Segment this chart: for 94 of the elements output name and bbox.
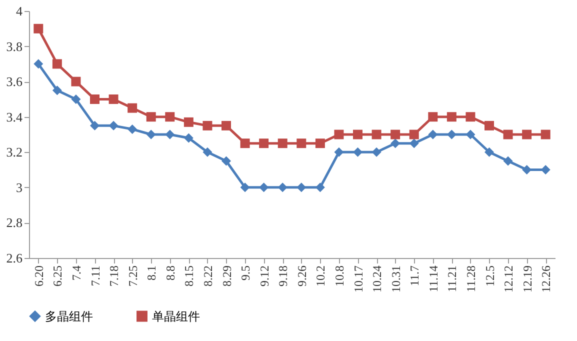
point (428, 112, 438, 122)
point (52, 86, 62, 96)
point (202, 147, 212, 157)
x-tick-label: 6.25 (50, 266, 65, 286)
x-tick-label: 7.25 (126, 266, 140, 286)
point (202, 120, 212, 130)
x-tick-label: 9.18 (276, 266, 290, 286)
x-tick-label: 12.26 (539, 266, 554, 292)
y-tick-label: 3.2 (6, 144, 22, 160)
x-tick-label: 6.20 (32, 266, 46, 286)
point (108, 120, 118, 130)
legend-label: 单晶组件 (152, 309, 200, 324)
point (390, 138, 400, 148)
x-tick-label: 9.5 (238, 266, 253, 280)
point (484, 147, 494, 157)
point (315, 138, 325, 148)
point (146, 130, 156, 140)
point (446, 130, 456, 140)
point (128, 103, 138, 113)
x-tick-label: 11.7 (408, 266, 422, 286)
y-tick-label: 2.8 (6, 215, 22, 230)
point (34, 24, 44, 34)
point (278, 182, 288, 192)
x-tick-label: 10.8 (332, 266, 346, 286)
y-tick-label: 3.4 (6, 109, 23, 124)
x-tick-label: 10.17 (351, 266, 366, 292)
point (128, 124, 138, 134)
point (503, 130, 513, 140)
x-tick-label: 8.29 (220, 266, 234, 286)
x-tick-label: 11.14 (426, 266, 440, 292)
y-tick-label: 4 (16, 4, 23, 18)
y-tick-label: 3.8 (6, 38, 22, 54)
point (522, 165, 532, 175)
point (390, 130, 400, 140)
point (315, 182, 325, 192)
point (240, 182, 250, 192)
x-tick-label: 10.31 (388, 266, 403, 292)
point (146, 112, 156, 122)
x-tick-label: 7.18 (107, 266, 122, 286)
x-tick-label: 12.12 (502, 266, 516, 292)
x-tick-label: 8.15 (182, 266, 196, 286)
x-tick-label: 11.21 (445, 266, 460, 292)
x-tick-label: 8.22 (200, 266, 215, 286)
y-tick-label: 2.6 (6, 250, 23, 266)
point (71, 94, 81, 104)
point (466, 112, 476, 122)
point (334, 130, 344, 140)
y-tick-label: 3.6 (6, 74, 23, 90)
point (446, 112, 456, 122)
point (466, 130, 476, 140)
x-tick-label: 12.19 (520, 266, 534, 292)
point (165, 130, 175, 140)
x-tick-label: 8.8 (163, 266, 178, 280)
point (522, 130, 532, 140)
point (108, 94, 118, 104)
point (222, 120, 231, 130)
point (428, 130, 438, 140)
x-tick-label: 8.1 (144, 266, 159, 280)
x-tick-label: 10.24 (370, 266, 384, 292)
x-tick-label: 7.4 (69, 266, 84, 280)
point (372, 130, 382, 140)
point (52, 59, 62, 69)
point (484, 120, 494, 130)
point (540, 165, 550, 175)
point (278, 138, 288, 148)
point (222, 156, 231, 166)
x-tick-label: 9.12 (257, 266, 272, 286)
point (71, 76, 81, 86)
x-tick-label: 12.5 (482, 266, 497, 286)
point (503, 156, 513, 166)
x-tick-label: 7.11 (88, 266, 102, 286)
x-tick-label: 11.28 (464, 266, 478, 292)
x-tick-label: 9.26 (294, 266, 309, 286)
point (34, 59, 44, 69)
point (540, 130, 550, 140)
point (90, 120, 100, 130)
point (184, 133, 194, 143)
point (259, 138, 269, 148)
point (353, 147, 362, 157)
legend-label: 多晶组件 (45, 309, 93, 324)
point (409, 130, 419, 140)
point (372, 147, 382, 157)
point (353, 130, 362, 140)
point (259, 182, 269, 192)
point (184, 117, 194, 127)
point (409, 138, 419, 148)
point (334, 147, 344, 157)
x-tick-label: 10.2 (314, 266, 328, 286)
y-tick-label: 3 (16, 180, 22, 195)
point (240, 138, 250, 148)
point (90, 94, 100, 104)
point (296, 182, 306, 192)
point (165, 112, 175, 122)
point (296, 138, 306, 148)
